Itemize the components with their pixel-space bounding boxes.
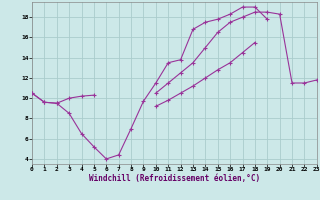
X-axis label: Windchill (Refroidissement éolien,°C): Windchill (Refroidissement éolien,°C): [89, 174, 260, 183]
